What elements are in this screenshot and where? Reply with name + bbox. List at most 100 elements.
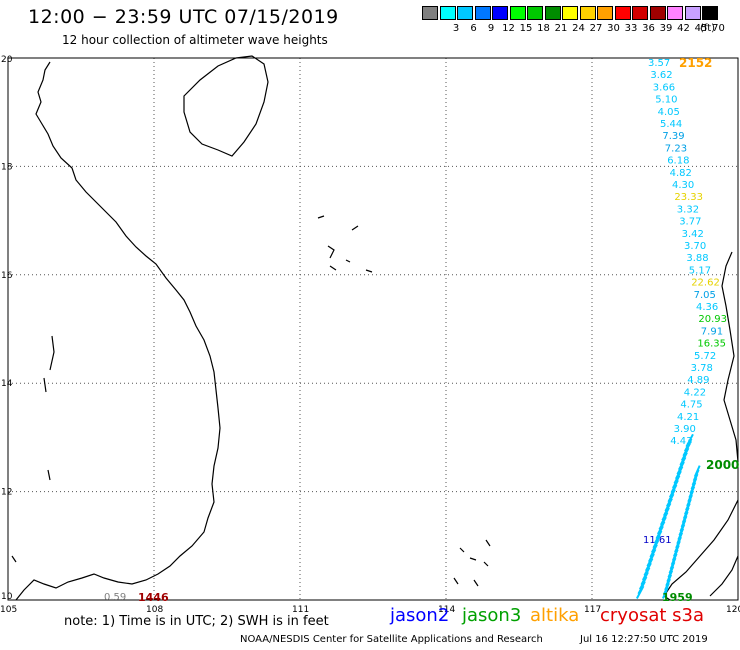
map-frame: [7, 57, 739, 601]
latitude-label: 16: [1, 271, 13, 281]
credit-timestamp: Jul 16 12:27:50 UTC 2019: [580, 634, 708, 645]
wave-height-value: 4.36: [696, 302, 718, 313]
color-scale-label: 45: [694, 23, 708, 34]
color-swatch: [667, 6, 683, 20]
credit-text: NOAA/NESDIS Center for Satellite Applica…: [240, 634, 543, 645]
wave-height-value: 0.59: [104, 592, 126, 603]
color-scale-label: 39: [659, 23, 673, 34]
color-swatch: [632, 6, 648, 20]
latitude-label: 14: [1, 379, 13, 389]
color-swatch: [439, 6, 456, 20]
wave-height-value: 5.17: [689, 265, 711, 276]
latitude-label: 12: [1, 488, 12, 498]
wave-height-value: 3.78: [691, 363, 713, 374]
color-scale-label: 6: [470, 23, 477, 34]
color-scale-label: 36: [642, 23, 655, 34]
color-scale-legend: 3 6 9 12 15 18 21 24 27 30 33 36 39 42 45 70: [422, 6, 728, 38]
wave-height-value: 6.18: [667, 156, 689, 167]
wave-height-value: 4.30: [672, 180, 694, 191]
color-scale-label: 27: [589, 23, 603, 34]
wave-height-value: 3.57: [648, 58, 670, 69]
wave-height-value: 3.32: [677, 204, 699, 215]
latitude-label: 10: [1, 592, 13, 602]
color-swatch: [684, 6, 701, 20]
dense-track-mark: [693, 465, 701, 478]
wave-height-value: 3.66: [653, 82, 675, 93]
color-scale-units: (ft): [700, 23, 716, 34]
coastline-small-islands: [11, 335, 55, 563]
color-scale-label: 21: [554, 23, 568, 34]
color-swatch: [544, 6, 561, 20]
wave-height-value: 23.33: [674, 192, 703, 203]
wave-height-value: 5.44: [660, 119, 682, 130]
latitude-label: 20: [1, 55, 13, 65]
satellite-legend-item: jason2: [390, 605, 450, 626]
satellite-track: 3.573.623.66 5.104.055.447.397.23 6.184.82…: [104, 56, 739, 604]
wave-height-value: 5.72: [694, 351, 716, 362]
map-subtitle: 12 hour collection of altimeter wave hei…: [62, 33, 328, 47]
wave-height-value: 4.05: [658, 107, 680, 118]
wave-height-value: 5.10: [655, 95, 677, 106]
color-swatch: [597, 6, 613, 20]
color-scale-label: 3: [452, 23, 460, 34]
wave-height-value: 3.77: [679, 217, 701, 228]
color-swatch: [579, 6, 596, 20]
longitude-label: 108: [146, 605, 163, 615]
latitude-label: 18: [1, 162, 13, 172]
color-swatch: [422, 6, 438, 20]
longitude-label: 111: [292, 605, 309, 615]
longitude-label: 117: [584, 605, 601, 615]
color-swatch: [474, 6, 491, 20]
color-scale-label: 12: [502, 23, 515, 34]
color-scale-label: 70: [712, 23, 725, 34]
wave-height-value: 20.93: [698, 314, 727, 325]
longitude-label: 120: [726, 605, 740, 615]
track-time-label: 2000: [706, 458, 739, 472]
wave-height-value: 4.75: [680, 400, 702, 411]
wave-height-value: 4.43: [670, 436, 692, 447]
wave-height-value: 7.05: [694, 290, 716, 301]
track-time-label: 1446: [138, 591, 169, 604]
satellite-legend-item: altika: [530, 605, 580, 626]
color-scale-label: 9: [487, 23, 495, 34]
color-scale-label: 15: [519, 23, 533, 34]
map-grid: [7, 57, 739, 601]
wave-height-value: 3.70: [684, 241, 706, 252]
satellite-legend-item: cryosat s3a: [600, 605, 705, 626]
color-swatch: [492, 6, 508, 20]
wave-height-value: 22.62: [691, 278, 720, 289]
wave-height-value: 3.42: [682, 229, 704, 240]
color-swatch: [562, 6, 578, 20]
color-swatch: [702, 6, 718, 20]
track-time-label: 2152: [679, 56, 712, 70]
wave-height-value: 16.35: [697, 339, 726, 350]
wave-height-value: 7.39: [662, 131, 684, 142]
track-time-label: 1959: [662, 591, 693, 604]
wave-height-value: 4.89: [687, 375, 709, 386]
coastline: [11, 55, 739, 601]
color-scale-label: 42: [677, 23, 690, 34]
coastline-paracel: [317, 215, 373, 273]
map-axis-labels: 105 108 111 114 117 120 20 18 16 14 12 10: [0, 55, 740, 615]
longitude-label: 114: [438, 605, 455, 615]
wave-height-value: 7.23: [665, 143, 687, 154]
coastline-spratly: [453, 539, 491, 587]
footnote: note: 1) Time is in UTC; 2) SWH is in fe…: [64, 614, 329, 629]
wave-height-value: 4.21: [677, 412, 699, 423]
wave-height-value: 3.62: [650, 70, 672, 81]
color-swatch: [457, 6, 473, 20]
satellite-legend-item: jason3: [462, 605, 522, 626]
wave-height-value: 3.88: [686, 253, 708, 264]
color-scale-label: 33: [624, 23, 638, 34]
coastline-vietnam: [15, 61, 221, 601]
wave-height-value: 3.90: [674, 424, 696, 435]
color-swatch: [509, 6, 526, 20]
coastline-hainan: [183, 55, 269, 157]
color-swatch: [649, 6, 666, 20]
wave-height-value: 4.22: [684, 387, 706, 398]
wave-height-value: 7.91: [701, 326, 723, 337]
wave-height-value: 4.82: [670, 168, 692, 179]
color-scale-label: 30: [607, 23, 620, 34]
color-scale-label: 18: [537, 23, 550, 34]
